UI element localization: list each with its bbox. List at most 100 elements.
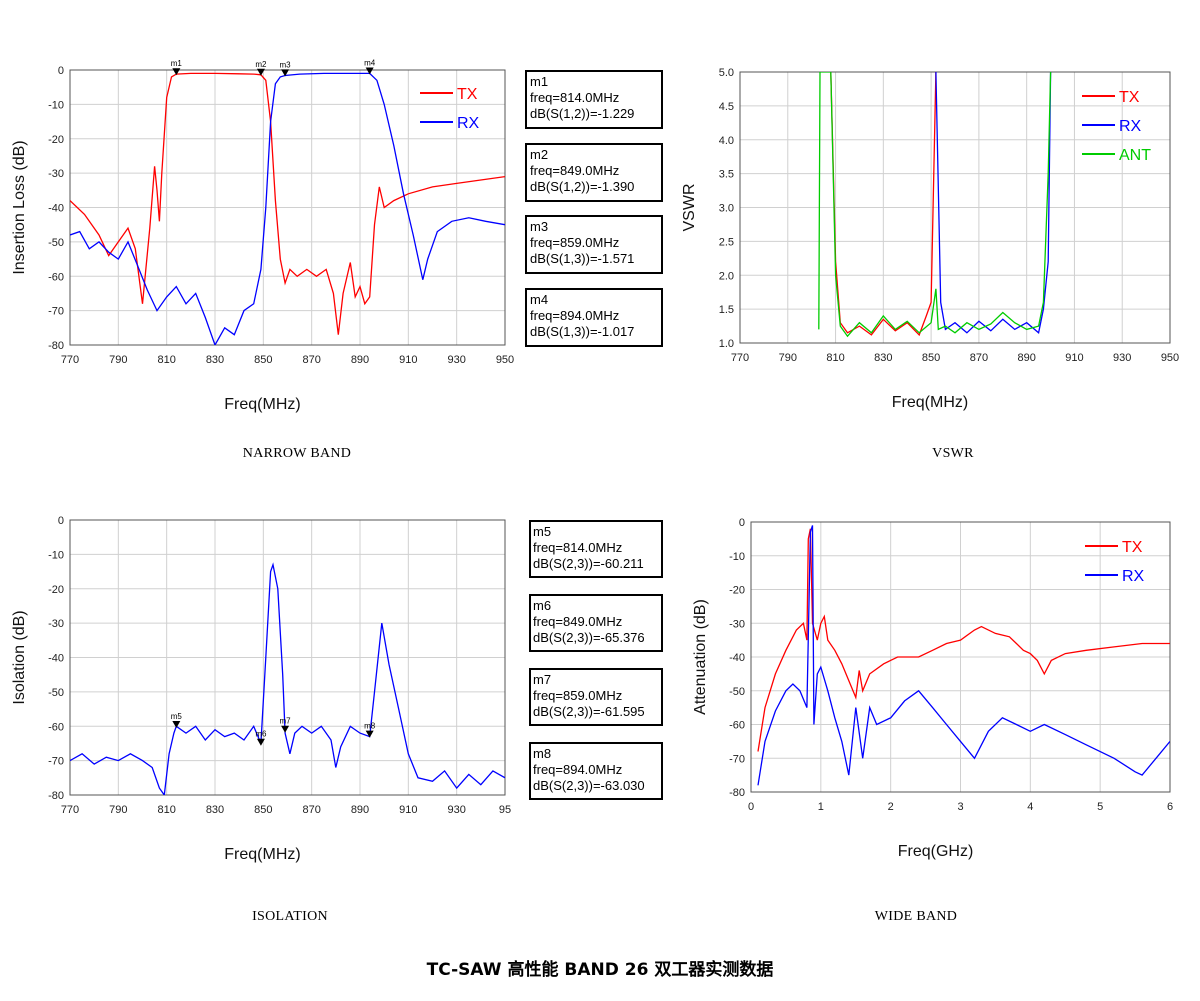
y-tick-label: -20	[729, 585, 745, 597]
marker-value: dB(S(2,3))=-63.030	[533, 778, 645, 793]
legend-label: RX	[1119, 118, 1142, 135]
series-line-ant	[818, 72, 1052, 338]
x-tick-label: 0	[748, 801, 754, 813]
y-tick-label: 0	[58, 515, 64, 527]
y-tick-label: 0	[58, 65, 64, 77]
y-tick-label: 5.0	[719, 67, 734, 79]
y-axis-label: VSWR	[681, 184, 698, 232]
marker-value: dB(S(1,2))=-1.229	[530, 106, 634, 121]
marker-box-m4: m4 freq=894.0MHz dB(S(1,3))=-1.017	[525, 288, 663, 347]
marker-name: m7	[533, 672, 551, 687]
marker-name: m2	[530, 147, 548, 162]
x-tick-label: 790	[109, 804, 127, 816]
isolation-chart: 770 790 810 830 850 870 890 910 930 950-10-20-30-…	[11, 515, 511, 863]
marker-triangle	[172, 720, 181, 728]
y-tick-label: -20	[48, 584, 64, 596]
x-tick-label: 810	[157, 804, 175, 816]
plot-frame	[739, 71, 1171, 344]
y-tick-label: -50	[729, 686, 745, 698]
marker-value: dB(S(2,3))=-65.376	[533, 630, 645, 645]
marker-box-m3: m3 freq=859.0MHz dB(S(1,3))=-1.571	[525, 215, 663, 274]
marker-box-m1: m1 freq=814.0MHz dB(S(1,2))=-1.229	[525, 70, 663, 129]
x-tick-label: 2	[888, 801, 894, 813]
legend-label: RX	[457, 115, 480, 132]
x-tick-label: 910	[399, 804, 417, 816]
legend-label: TX	[1119, 89, 1140, 106]
x-tick-label: 910	[1065, 352, 1083, 364]
marker-freq: freq=894.0MHz	[530, 308, 619, 323]
marker-freq: freq=849.0MHz	[530, 163, 619, 178]
x-tick-label: 830	[206, 804, 224, 816]
y-tick-label: -30	[48, 168, 64, 180]
marker-name: m6	[533, 598, 551, 613]
x-tick-label: 790	[109, 354, 127, 366]
x-tick-label: 830	[874, 352, 892, 364]
plot-frame	[750, 521, 1171, 793]
y-tick-label: -70	[48, 756, 64, 768]
marker-label: m1	[171, 59, 183, 68]
x-tick-label: 770	[731, 352, 749, 364]
marker-label: m3	[280, 60, 292, 69]
y-tick-label: -50	[48, 687, 64, 699]
y-tick-label: -80	[729, 787, 745, 799]
y-axis-label: Attenuation (dB)	[692, 599, 709, 715]
y-tick-label: 3.0	[719, 203, 734, 215]
marker-value: dB(S(2,3))=-60.211	[533, 556, 644, 571]
marker-box-m2: m2 freq=849.0MHz dB(S(1,2))=-1.390	[525, 143, 663, 202]
marker-triangle	[256, 68, 265, 76]
isolation-marker-boxes: m5 freq=814.0MHz dB(S(2,3))=-60.211 m6 f…	[529, 520, 663, 800]
caption-vswr: VSWR	[932, 446, 974, 461]
caption-narrow-band: NARROW BAND	[243, 446, 351, 461]
marker-label: m4	[364, 58, 376, 67]
y-tick-label: -50	[48, 237, 64, 249]
x-tick-label: 5	[1097, 801, 1103, 813]
x-tick-label: 3	[957, 801, 963, 813]
marker-name: m3	[530, 219, 548, 234]
marker-triangle	[281, 725, 290, 733]
y-tick-label: -30	[48, 618, 64, 630]
marker-freq: freq=814.0MHz	[533, 540, 622, 555]
y-tick-label: -40	[48, 203, 64, 215]
series-line-rx	[757, 525, 1170, 786]
marker-label: m5	[171, 712, 183, 721]
legend-label: TX	[1122, 539, 1143, 556]
x-tick-label: 830	[206, 354, 224, 366]
series-line-tx	[70, 72, 505, 335]
y-tick-label: -20	[48, 134, 64, 146]
y-tick-label: -30	[729, 618, 745, 630]
marker-box-m6: m6 freq=849.0MHz dB(S(2,3))=-65.376	[529, 594, 663, 652]
y-tick-label: 3.5	[719, 169, 734, 181]
y-tick-label: -70	[48, 306, 64, 318]
y-tick-label: 4.5	[719, 101, 734, 113]
y-tick-label: -80	[48, 790, 64, 802]
x-tick-label: 930	[1113, 352, 1131, 364]
x-tick-label: 790	[779, 352, 797, 364]
marker-name: m1	[530, 74, 548, 89]
marker-freq: freq=859.0MHz	[533, 688, 622, 703]
y-axis-label: Insertion Loss (dB)	[11, 140, 28, 274]
x-tick-label: 890	[1017, 352, 1035, 364]
marker-label: m7	[280, 717, 292, 726]
y-tick-label: 2.0	[719, 270, 734, 282]
marker-triangle	[256, 738, 265, 746]
y-tick-label: 1.0	[719, 338, 734, 350]
marker-value: dB(S(1,3))=-1.017	[530, 324, 634, 339]
x-tick-label: 4	[1027, 801, 1033, 813]
marker-label: m8	[364, 722, 376, 731]
marker-freq: freq=859.0MHz	[530, 235, 619, 250]
y-axis-label: Isolation (dB)	[11, 610, 28, 704]
x-tick-label: 950	[1161, 352, 1179, 364]
marker-value: dB(S(1,3))=-1.571	[530, 251, 634, 266]
marker-box-m8: m8 freq=894.0MHz dB(S(2,3))=-63.030	[529, 742, 663, 800]
x-axis-label: Freq(GHz)	[898, 843, 974, 860]
marker-freq: freq=849.0MHz	[533, 614, 622, 629]
y-tick-label: 0	[739, 517, 745, 529]
marker-box-m5: m5 freq=814.0MHz dB(S(2,3))=-60.211	[529, 520, 663, 578]
page-title: TC-SAW 高性能 BAND 26 双工器实测数据	[427, 959, 774, 980]
y-tick-label: -70	[729, 753, 745, 765]
series-line-rx	[935, 72, 1052, 335]
vswr-chart: 770 790 810 830 850 870 890 910 930 950 5.0 4.5 4.0 3…	[681, 67, 1179, 411]
marker-value: dB(S(2,3))=-61.595	[533, 704, 645, 719]
x-tick-label: 95	[499, 804, 511, 816]
